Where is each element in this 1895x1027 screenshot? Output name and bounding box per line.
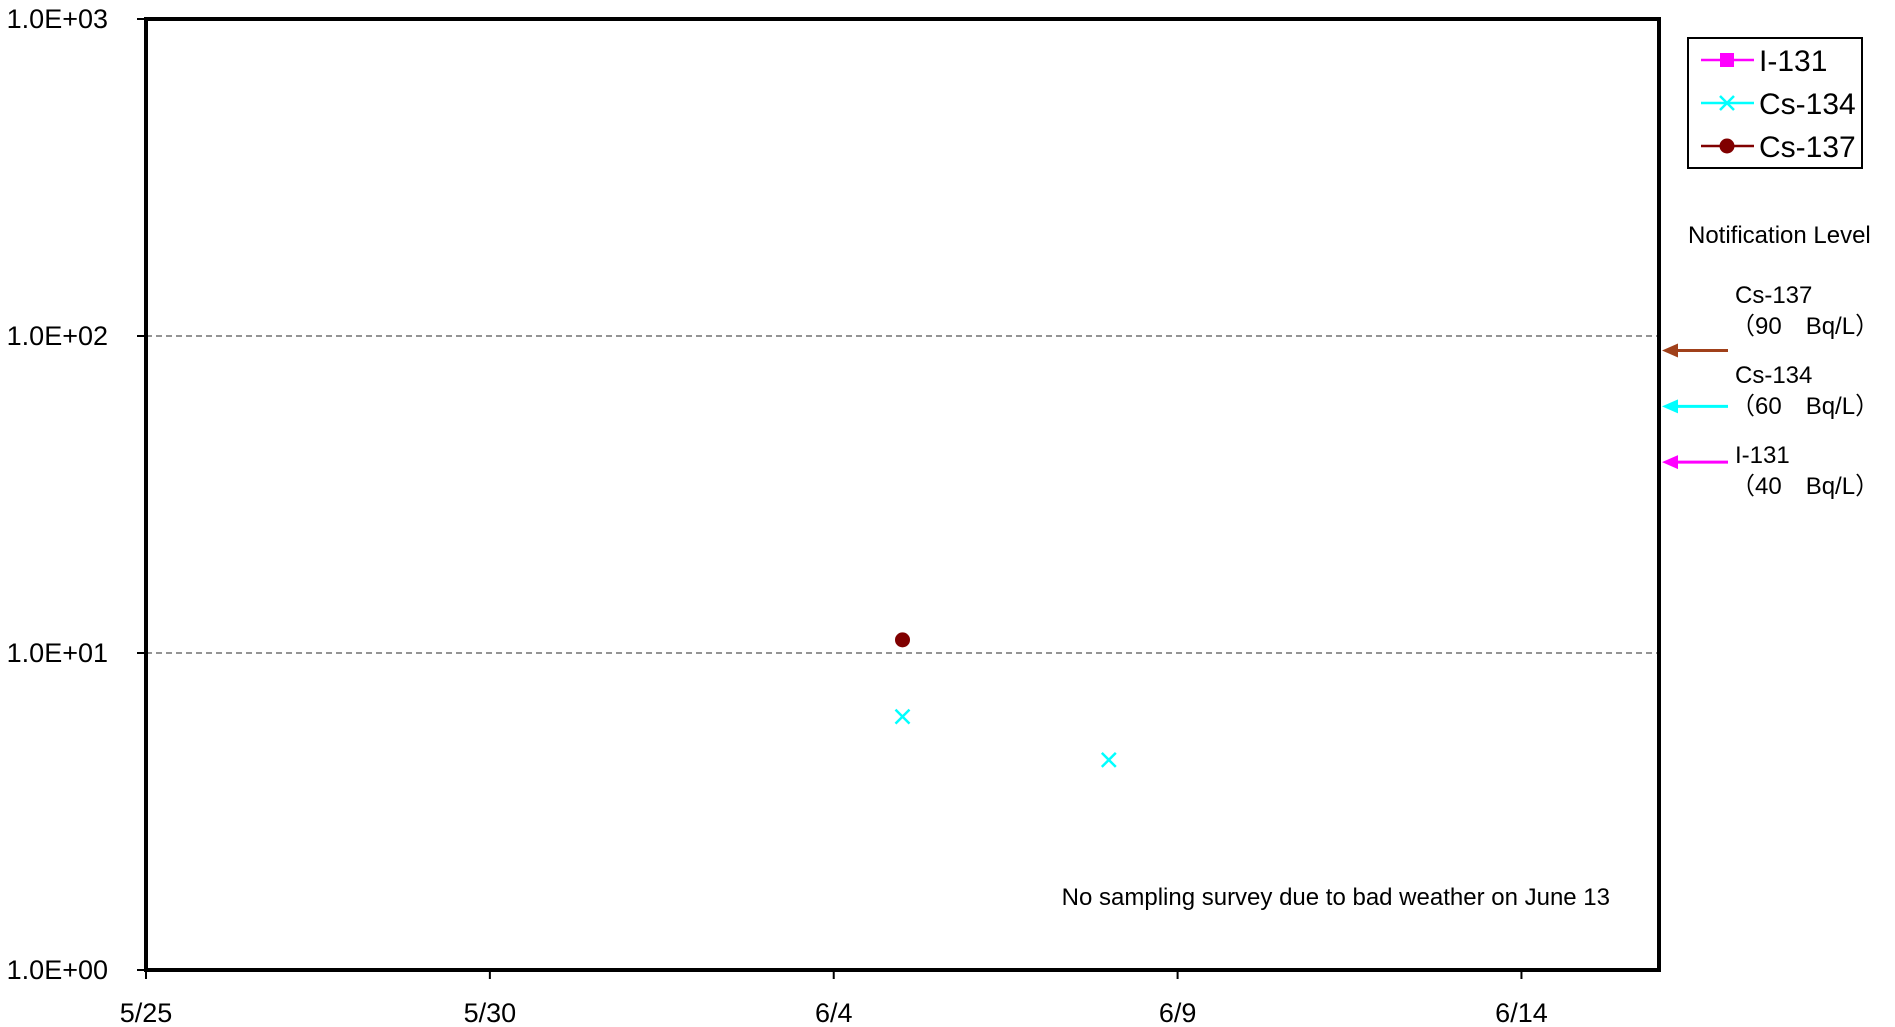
notification-name-cs137: Cs-137 (1735, 282, 1812, 309)
plot-area-frame (144, 17, 1661, 972)
notification-value-cs134: （60 Bq/L） (1731, 393, 1879, 420)
x-tick-label: 6/14 (1495, 998, 1548, 1027)
notification-levels: Cs-137 （90 Bq/L） Cs-134 （60 Bq/L） I-131 （40 B… (1662, 282, 1879, 500)
x-tick-label: 5/25 (120, 998, 173, 1027)
x-tick-label: 6/4 (815, 998, 853, 1027)
notification-name-cs134: Cs-134 (1735, 362, 1812, 389)
legend: I-131 Cs-134 Cs-137 (1687, 37, 1863, 169)
data-point-cs134 (894, 708, 911, 725)
y-tick-label: 1.0E+01 (7, 638, 108, 668)
x-axis-ticks: 5/25 5/30 6/4 6/9 6/14 (120, 970, 1548, 1027)
notification-arrow-head-cs134 (1662, 399, 1678, 414)
data-points (894, 632, 1117, 768)
annotation-note: No sampling survey due to bad weather on… (1062, 884, 1610, 911)
legend-entries: I-131 Cs-134 Cs-137 (1701, 45, 1856, 164)
legend-label-cs134: Cs-134 (1759, 88, 1856, 121)
notification-arrow-head-cs137 (1662, 343, 1678, 358)
y-tick-label: 1.0E+03 (7, 4, 108, 34)
notification-name-i131: I-131 (1735, 442, 1790, 469)
legend-marker-cs134 (1719, 95, 1735, 111)
y-tick-label: 1.0E+00 (7, 955, 108, 985)
notification-value-cs137: （90 Bq/L） (1731, 313, 1879, 340)
data-point-cs134 (1100, 752, 1117, 768)
gridlines (146, 335, 1659, 654)
legend-label-i131: I-131 (1759, 45, 1827, 78)
y-axis-ticks: 1.0E+00 1.0E+01 1.0E+02 1.0E+03 (7, 4, 146, 985)
x-tick-label: 5/30 (464, 998, 517, 1027)
data-point-cs137 (895, 632, 910, 648)
x-tick-label: 6/9 (1159, 998, 1197, 1027)
notification-arrow-head-i131 (1662, 455, 1678, 470)
legend-label-cs137: Cs-137 (1759, 131, 1856, 164)
notification-value-i131: （40 Bq/L） (1731, 473, 1879, 500)
legend-marker-cs137 (1719, 138, 1735, 154)
y-tick-label: 1.0E+02 (7, 321, 108, 351)
legend-marker-i131 (1720, 53, 1734, 67)
notification-level-heading: Notification Level (1688, 222, 1871, 249)
